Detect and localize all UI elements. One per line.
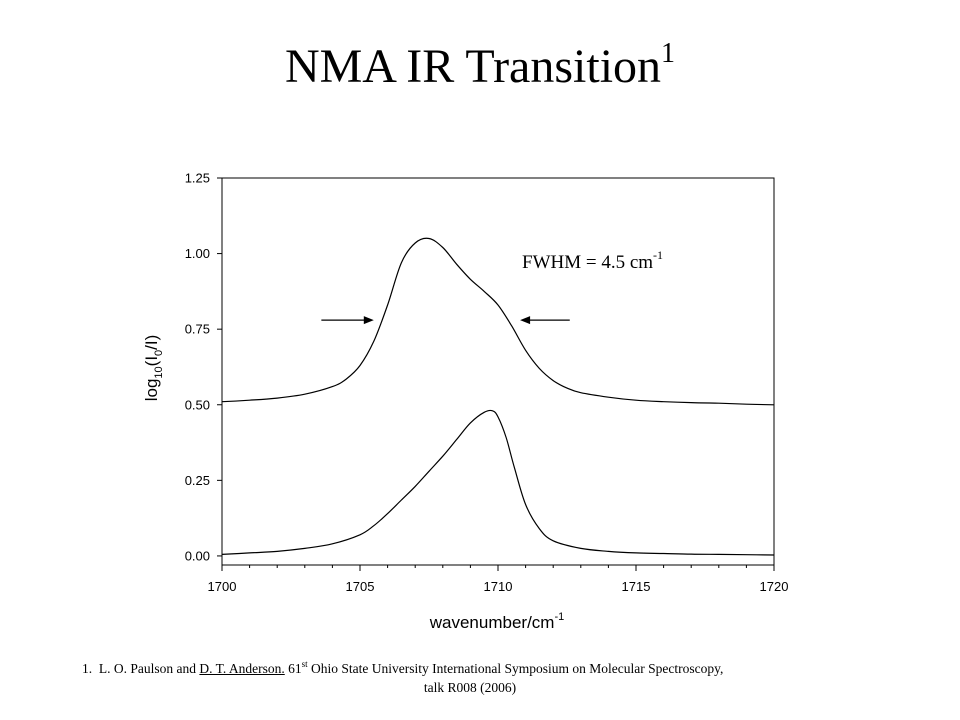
y-axis-title-end: /I) [142,335,161,350]
x-axis-title: wavenumber/cm-1 [429,611,565,632]
y-tick-label: 0.00 [185,548,210,563]
left-arrow-head [363,316,374,325]
y-axis-title: log10(I0/I) [142,335,165,402]
plot-frame [221,177,775,566]
y-tick-label: 0.50 [185,397,210,412]
x-tick-label: 1700 [208,579,237,594]
y-axis-title-mid: (I [142,356,161,366]
y-tick-label: 1.00 [185,246,210,261]
x-tick-label: 1705 [346,579,375,594]
fwhm-annotation-superscript: -1 [653,248,663,262]
citation-venue: Ohio State University International Symp… [311,661,724,676]
x-axis-title-text: wavenumber/cm [429,613,555,632]
slide-title-text: NMA IR Transition [284,40,662,93]
slide-title-footnote-marker: 1 [661,38,676,69]
y-axis-title-sub0: 0 [153,350,165,356]
citation-ordinal: 61 [288,661,302,676]
citation-author-underlined: D. T. Anderson. [199,661,285,676]
plot-area: 0.00 0.25 0.50 0.75 1.00 1.25 1700 1705 1710 1715… [185,171,789,595]
series-line-2 [221,409,775,556]
citation-number: 1. [82,661,93,676]
citation-ordinal-suffix: st [301,659,308,669]
x-axis-title-superscript: -1 [554,611,564,623]
y-axis-title-sub10: 10 [153,366,165,378]
citation-line-2: talk R008 (2006) [423,680,517,695]
slide-title: NMA IR Transition1 [0,38,960,94]
citation: 1. L. O. Paulson and D. T. Anderson. 61s… [80,655,860,697]
y-tick-label: 0.75 [185,322,210,337]
fwhm-annotation: FWHM = 4.5 cm-1 [522,248,663,273]
y-tick-label: 1.25 [185,171,210,186]
series-line-1 [221,237,775,406]
y-axis-title-log: log [142,379,161,402]
fwhm-annotation-text: FWHM = 4.5 cm [522,252,653,273]
x-tick-label: 1720 [760,579,789,594]
x-tick-label: 1710 [484,579,513,594]
citation-authors: L. O. Paulson and [98,661,196,676]
right-arrow-head [520,316,531,325]
citation-line-1: 1. L. O. Paulson and D. T. Anderson. 61s… [80,655,860,678]
y-tick-label: 0.25 [185,473,210,488]
x-tick-label: 1715 [622,579,651,594]
